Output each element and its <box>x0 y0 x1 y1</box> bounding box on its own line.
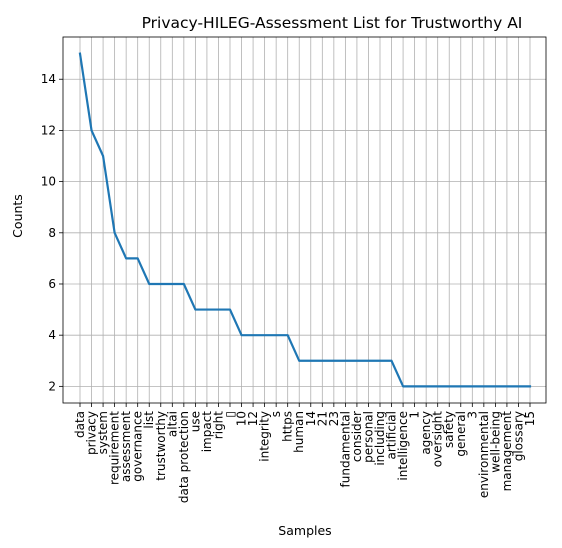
x-tick-label: 3 <box>465 411 479 419</box>
x-tick-label: data <box>73 411 87 438</box>
x-tick-label: ▯ <box>223 411 237 418</box>
x-ticks: dataprivacysystemrequirementassessmentgo… <box>73 403 537 503</box>
y-tick-label: 14 <box>41 72 56 86</box>
x-tick-label: https <box>281 411 295 442</box>
x-tick-label: 10 <box>235 411 249 426</box>
x-tick-label: safety <box>442 411 456 448</box>
y-tick-label: 2 <box>48 379 56 393</box>
y-tick-label: 10 <box>41 175 56 189</box>
x-tick-label: 23 <box>327 411 341 426</box>
y-tick-label: 12 <box>41 123 56 137</box>
x-tick-label: 21 <box>315 411 329 426</box>
x-tick-label: 12 <box>246 411 260 426</box>
y-tick-label: 6 <box>48 277 56 291</box>
x-tick-label: assessment <box>119 411 133 482</box>
x-tick-label: s <box>269 411 283 417</box>
x-axis-label: Samples <box>278 523 331 538</box>
series-layer <box>78 52 532 388</box>
x-tick-label: consider <box>350 411 364 462</box>
chart-title: Privacy-HILEG-Assessment List for Trustw… <box>142 14 523 32</box>
x-tick-label: environmental <box>477 411 491 498</box>
x-tick-label: agency <box>419 411 433 455</box>
x-tick-label: intelligence <box>396 411 410 481</box>
x-tick-label: integrity <box>258 411 272 462</box>
series-line <box>78 52 532 388</box>
x-tick-label: list <box>142 411 156 429</box>
x-tick-label: including <box>373 411 387 466</box>
y-axis-label: Counts <box>10 194 25 238</box>
x-tick-label: privacy <box>85 411 99 455</box>
x-tick-label: altai <box>165 411 179 437</box>
x-tick-label: well-being <box>488 411 502 473</box>
x-tick-label: human <box>292 411 306 453</box>
x-tick-label: 15 <box>523 411 537 426</box>
x-tick-label: personal <box>361 411 375 463</box>
y-tick-label: 4 <box>48 328 56 342</box>
x-tick-label: general <box>454 411 468 457</box>
x-tick-label: right <box>211 411 225 439</box>
x-tick-label: governance <box>131 411 145 482</box>
x-tick-label: management <box>500 411 514 492</box>
x-tick-label: 1 <box>408 411 422 419</box>
x-tick-label: 14 <box>304 411 318 426</box>
grid-lines <box>63 37 546 403</box>
x-tick-label: trustworthy <box>154 411 168 481</box>
x-tick-label: system <box>96 411 110 454</box>
x-tick-label: data protection <box>177 411 191 503</box>
x-tick-label: oversight <box>431 411 445 468</box>
x-tick-label: glossary <box>511 411 525 461</box>
plot-frame <box>62 36 547 404</box>
y-tick-label: 8 <box>48 226 56 240</box>
x-tick-label: use <box>188 411 202 432</box>
y-ticks: 2 4 6 8 10 12 14 <box>41 72 63 393</box>
x-tick-label: impact <box>200 411 214 453</box>
x-tick-label: fundamental <box>338 411 352 487</box>
x-tick-label: artificial <box>385 411 399 460</box>
x-tick-label: requirement <box>108 411 122 485</box>
